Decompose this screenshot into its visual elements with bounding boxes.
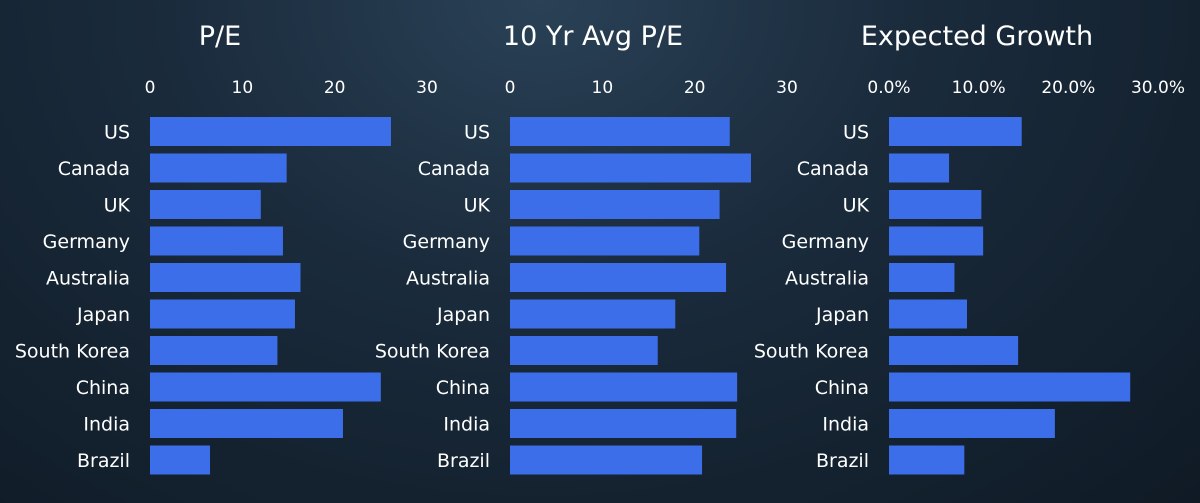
category-label: Brazil <box>77 450 130 472</box>
bar-us <box>150 117 391 146</box>
bar-india <box>150 409 343 438</box>
category-label: Canada <box>418 158 490 180</box>
bar-india <box>889 409 1055 438</box>
x-tick-label: 20.0% <box>1041 78 1095 98</box>
bar-china <box>510 372 738 402</box>
bar-germany <box>889 226 984 256</box>
x-tick-label: 30 <box>416 78 438 98</box>
category-label: China <box>815 377 869 399</box>
category-label: US <box>843 122 869 144</box>
category-label: Japan <box>815 304 869 326</box>
category-label: Germany <box>403 231 490 253</box>
category-label: US <box>104 122 130 144</box>
category-label: Australia <box>406 268 490 290</box>
category-label: Canada <box>797 158 869 180</box>
x-tick-label: 0 <box>505 78 516 98</box>
x-tick-label: 20 <box>324 78 346 98</box>
x-tick-label: 0 <box>145 78 156 98</box>
bar-japan <box>889 299 968 329</box>
x-tick-label: 20 <box>684 78 706 98</box>
category-label: Brazil <box>816 450 869 472</box>
category-label: China <box>436 377 490 399</box>
chart-title: P/E <box>199 21 241 52</box>
x-tick-label: 10 <box>592 78 614 98</box>
bar-canada <box>889 153 950 183</box>
bar-uk <box>889 190 982 219</box>
chart-title: Expected Growth <box>861 21 1093 52</box>
category-label: Canada <box>58 158 130 180</box>
x-tick-label: 10 <box>232 78 254 98</box>
bar-australia <box>150 263 301 292</box>
bar-south-korea <box>150 336 278 365</box>
category-label: India <box>822 414 869 436</box>
category-label: South Korea <box>15 341 130 363</box>
bar-uk <box>510 190 720 219</box>
bar-china <box>889 372 1131 402</box>
category-label: Japan <box>76 304 130 326</box>
category-label: Australia <box>785 268 869 290</box>
bar-uk <box>150 190 261 219</box>
category-label: Germany <box>43 231 130 253</box>
category-label: India <box>443 414 490 436</box>
category-label: South Korea <box>754 341 869 363</box>
category-label: Germany <box>782 231 869 253</box>
bar-germany <box>150 226 283 256</box>
bar-australia <box>510 263 727 292</box>
bar-brazil <box>510 445 703 475</box>
x-tick-label: 0.0% <box>867 78 910 98</box>
category-label: South Korea <box>375 341 490 363</box>
bar-brazil <box>889 445 965 475</box>
chart-title: 10 Yr Avg P/E <box>503 21 683 52</box>
category-label: India <box>83 414 130 436</box>
category-label: China <box>76 377 130 399</box>
category-label: Japan <box>436 304 490 326</box>
bar-australia <box>889 263 955 292</box>
category-label: Brazil <box>437 450 490 472</box>
bar-south-korea <box>510 336 658 365</box>
chart-panel-growth: Expected Growth 0.0% 10.0% 20.0% 30.0% US Cana… <box>754 21 1185 475</box>
bar-germany <box>510 226 700 256</box>
category-label: UK <box>104 195 131 217</box>
bar-south-korea <box>889 336 1019 365</box>
bar-canada <box>150 153 287 183</box>
bar-us <box>889 117 1022 146</box>
category-label: UK <box>843 195 870 217</box>
chart-panel-avg-pe: 10 Yr Avg P/E 0 10 20 30 US Canada UK Germany Aus… <box>375 21 798 475</box>
bar-us <box>510 117 730 146</box>
category-label: Australia <box>46 268 130 290</box>
bar-japan <box>510 299 676 329</box>
bar-india <box>510 409 737 438</box>
bar-brazil <box>150 445 211 475</box>
category-label: UK <box>464 195 491 217</box>
bar-canada <box>510 153 751 183</box>
x-tick-label: 30.0% <box>1131 78 1185 98</box>
bar-china <box>150 372 381 402</box>
x-tick-label: 10.0% <box>952 78 1006 98</box>
bar-japan <box>150 299 295 329</box>
chart-panel-pe: P/E 0 10 20 30 US Canada UK Germany Australia Japa… <box>15 21 438 475</box>
category-label: US <box>464 122 490 144</box>
x-tick-label: 30 <box>776 78 798 98</box>
